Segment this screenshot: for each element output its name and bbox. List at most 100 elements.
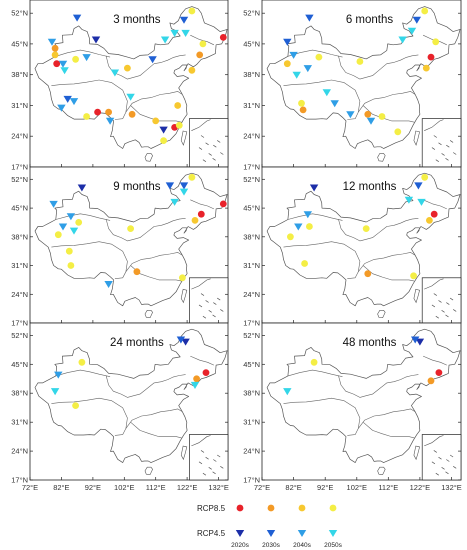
inset-island-mark-8: [453, 309, 457, 312]
legend-decade-label: 2040s: [293, 542, 311, 549]
lon-tick-label: 92°E: [85, 483, 101, 492]
map-panels: 52°N 45°N 38°N 31°N 24°N 17°N 3 months 52°N 45°N…: [11, 0, 462, 492]
hainan-outline: [377, 309, 386, 319]
lat-tick-label: 52°N: [243, 331, 260, 340]
region-boundary-1: [55, 369, 111, 377]
region-boundary-1: [287, 49, 343, 58]
inset-island-mark-2: [438, 142, 442, 146]
station-markers: [47, 7, 227, 145]
station-marker-rcp45-2040s: [104, 281, 113, 288]
inset-island-mark-2: [438, 300, 442, 303]
station-marker-rcp45-2030s: [283, 38, 292, 46]
station-marker-rcp85-2040s: [191, 217, 199, 224]
lat-tick-label: 38°N: [243, 232, 260, 241]
taiwan-outline: [413, 445, 420, 461]
lat-tick-label: 24°N: [243, 132, 260, 141]
taiwan-outline: [413, 288, 420, 304]
station-marker-rcp85-2050s: [67, 262, 75, 269]
legend-rcp45-label: RCP4.5: [197, 529, 226, 538]
taiwan-outline: [180, 130, 188, 146]
inset-island-mark-3: [446, 302, 450, 305]
station-marker-rcp85-2050s: [188, 7, 196, 15]
station-marker-rcp85-2050s: [78, 358, 86, 366]
inset-island-mark-3: [213, 144, 217, 148]
inset-island-mark-7: [445, 471, 449, 475]
inset-island-mark-4: [449, 454, 454, 458]
inset-coastline: [191, 119, 211, 131]
inset-island-mark-6: [435, 159, 439, 162]
station-marker-rcp45-2050s: [170, 198, 179, 206]
lat-tick-label: 17°N: [243, 476, 260, 485]
station-marker-rcp85-2050s: [188, 173, 196, 181]
lon-tick-label: 132°E: [208, 483, 229, 492]
lat-tick-label: 31°N: [11, 101, 28, 110]
station-marker-rcp45-2050s: [160, 36, 170, 44]
inset-island-mark-4: [217, 140, 221, 143]
station-marker-rcp45-2040s: [82, 54, 91, 62]
station-marker-rcp45-2020s: [415, 338, 425, 346]
legend-rcp45-2020s-marker: [235, 530, 245, 537]
inset-island-mark-8: [220, 152, 224, 155]
inset-frame: [421, 434, 462, 481]
station-marker-rcp85-2020s: [430, 210, 438, 218]
station-marker-rcp85-2050s: [421, 7, 429, 15]
station-marker-rcp85-2020s: [219, 34, 227, 41]
inset-island-mark-9: [198, 147, 203, 150]
inset-island-mark-2: [438, 456, 442, 460]
station-marker-rcp45-2040s: [105, 117, 115, 125]
station-marker-rcp45-2040s: [49, 200, 58, 208]
station-marker-rcp85-2040s: [152, 117, 160, 125]
station-marker-rcp45-2030s: [179, 182, 189, 190]
legend-decade-label: 2050s: [324, 542, 342, 549]
station-marker-rcp45-2040s: [303, 211, 312, 219]
lon-tick-label: 82°E: [285, 483, 301, 492]
station-marker-rcp45-2050s: [126, 93, 135, 101]
taiwan-outline: [413, 130, 420, 146]
hainan-outline: [377, 466, 386, 475]
station-marker-rcp85-2050s: [394, 128, 402, 136]
station-marker-rcp85-2050s: [160, 137, 168, 145]
lat-tick-label: 52°N: [11, 9, 28, 18]
region-boundary-1: [287, 213, 343, 221]
station-marker-rcp45-2030s: [72, 14, 82, 22]
lat-tick-label: 45°N: [243, 360, 260, 369]
inset-island-mark-9: [431, 304, 436, 308]
inset-coastline: [424, 278, 444, 290]
station-marker-rcp45-2030s: [412, 16, 421, 24]
legend-rcp85-2050s-marker: [329, 504, 337, 512]
south-china-sea-inset: [189, 118, 229, 168]
inset-island-mark-4: [449, 297, 454, 301]
panel-title: 6 months: [346, 14, 394, 26]
lon-tick-label: 122°E: [410, 483, 431, 492]
station-markers: [283, 336, 443, 396]
legend-rcp85-2020s-marker: [236, 504, 244, 512]
south-china-sea-inset: [189, 277, 229, 324]
station-marker-rcp45-2040s: [330, 100, 339, 108]
region-boundary-5: [130, 265, 182, 282]
station-marker-rcp85-2050s: [298, 99, 305, 107]
south-china-sea-inset: [421, 118, 462, 168]
station-marker-rcp45-2020s: [181, 338, 190, 346]
station-marker-rcp85-2050s: [301, 260, 308, 267]
station-marker-rcp45-2030s: [63, 95, 72, 103]
inset-island-mark-5: [441, 310, 445, 313]
station-marker-rcp45-2040s: [47, 38, 57, 46]
inset-island-mark-6: [435, 472, 439, 476]
lat-tick-label: 31°N: [243, 418, 260, 427]
station-marker-rcp45-2020s: [159, 126, 168, 134]
station-marker-rcp85-2050s: [65, 247, 73, 255]
inset-island-mark-3: [213, 302, 217, 305]
station-marker-rcp85-2050s: [199, 40, 207, 48]
station-marker-rcp45-2030s: [305, 14, 314, 22]
inset-island-mark-4: [217, 297, 221, 301]
region-boundary-6: [422, 199, 447, 210]
lat-tick-label: 24°N: [243, 290, 260, 299]
china-boundary: [34, 172, 228, 307]
inset-frame: [189, 118, 229, 168]
map-layer: [266, 172, 461, 319]
inset-island-mark-8: [453, 152, 457, 155]
station-marker-rcp85-2040s: [174, 102, 182, 109]
station-marker-rcp85-2030s: [299, 106, 307, 114]
inset-frame: [421, 277, 462, 324]
china-boundary: [266, 172, 461, 307]
